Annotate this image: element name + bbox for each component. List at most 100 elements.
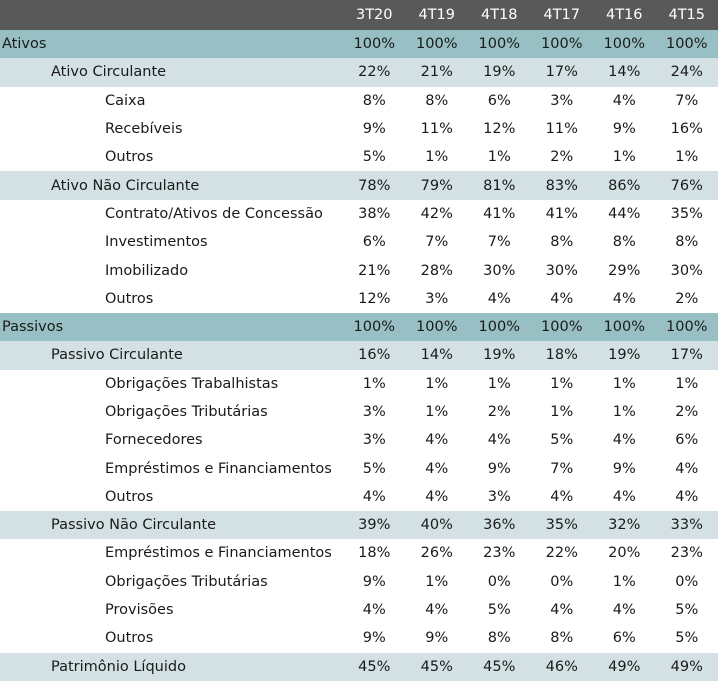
- row-value: 100%: [406, 313, 469, 341]
- row-value: 7%: [406, 228, 469, 256]
- row-value: 16%: [656, 115, 718, 143]
- row-value: 9%: [593, 454, 656, 482]
- row-value: 9%: [343, 115, 406, 143]
- row-value: 8%: [468, 624, 531, 652]
- row-value: 81%: [468, 171, 531, 199]
- row-value: 1%: [593, 370, 656, 398]
- row-value: 1%: [468, 370, 531, 398]
- header-period: 3T20: [343, 0, 406, 30]
- row-value: 8%: [406, 87, 469, 115]
- row-value: 14%: [406, 341, 469, 369]
- row-value: 16%: [343, 341, 406, 369]
- row-value: 14%: [593, 58, 656, 86]
- row-value: 1%: [406, 370, 469, 398]
- row-value: 19%: [593, 341, 656, 369]
- row-label: Passivo Não Circulante: [0, 511, 343, 539]
- row-label: Outros: [0, 483, 343, 511]
- row-value: 4%: [593, 285, 656, 313]
- row-value: 1%: [531, 398, 594, 426]
- row-label: Passivo Circulante: [0, 341, 343, 369]
- row-value: 1%: [656, 143, 718, 171]
- row-value: 0%: [531, 568, 594, 596]
- row-value: 3%: [531, 87, 594, 115]
- row-value: 30%: [468, 256, 531, 284]
- row-value: 9%: [343, 568, 406, 596]
- row-label: Obrigações Trabalhistas: [0, 370, 343, 398]
- row-value: 8%: [531, 228, 594, 256]
- row-value: 100%: [406, 30, 469, 58]
- row-value: 2%: [656, 398, 718, 426]
- row-label: Outros: [0, 624, 343, 652]
- row-value: 4%: [593, 596, 656, 624]
- row-value: 4%: [406, 483, 469, 511]
- row-value: 100%: [531, 30, 594, 58]
- header-period: 4T15: [656, 0, 718, 30]
- row-value: 5%: [531, 426, 594, 454]
- row-value: 5%: [468, 596, 531, 624]
- row-value: 2%: [468, 398, 531, 426]
- row-value: 22%: [531, 539, 594, 567]
- row-value: 100%: [656, 313, 718, 341]
- row-value: 29%: [593, 256, 656, 284]
- row-value: 49%: [656, 653, 718, 681]
- row-value: 1%: [593, 568, 656, 596]
- row-value: 1%: [343, 370, 406, 398]
- row-value: 21%: [406, 58, 469, 86]
- row-value: 21%: [343, 256, 406, 284]
- row-value: 4%: [593, 483, 656, 511]
- row-value: 1%: [593, 398, 656, 426]
- row-value: 8%: [593, 228, 656, 256]
- row-value: 30%: [531, 256, 594, 284]
- header-period: 4T19: [406, 0, 469, 30]
- row-value: 5%: [343, 454, 406, 482]
- row-value: 5%: [656, 624, 718, 652]
- row-label: Obrigações Tributárias: [0, 398, 343, 426]
- row-value: 3%: [406, 285, 469, 313]
- row-value: 4%: [593, 87, 656, 115]
- row-value: 18%: [531, 341, 594, 369]
- row-value: 78%: [343, 171, 406, 199]
- row-value: 12%: [343, 285, 406, 313]
- row-value: 0%: [468, 568, 531, 596]
- row-value: 4%: [406, 426, 469, 454]
- row-value: 6%: [468, 87, 531, 115]
- row-value: 38%: [343, 200, 406, 228]
- row-value: 100%: [593, 30, 656, 58]
- row-value: 17%: [531, 58, 594, 86]
- row-value: 0%: [656, 568, 718, 596]
- row-value: 6%: [593, 624, 656, 652]
- header-row: 3T20 4T19 4T18 4T17 4T16 4T15: [0, 0, 718, 30]
- row-value: 28%: [406, 256, 469, 284]
- row-value: 4%: [406, 596, 469, 624]
- row-label: Ativo Circulante: [0, 58, 343, 86]
- row-value: 100%: [531, 313, 594, 341]
- row-value: 1%: [593, 143, 656, 171]
- row-value: 1%: [406, 398, 469, 426]
- row-value: 4%: [531, 596, 594, 624]
- row-value: 45%: [343, 653, 406, 681]
- row-value: 100%: [468, 30, 531, 58]
- row-value: 3%: [468, 483, 531, 511]
- row-value: 86%: [593, 171, 656, 199]
- row-label: Ativos: [0, 30, 343, 58]
- row-label: Contrato/Ativos de Concessão: [0, 200, 343, 228]
- row-value: 45%: [406, 653, 469, 681]
- row-value: 2%: [531, 143, 594, 171]
- row-label: Recebíveis: [0, 115, 343, 143]
- row-value: 35%: [531, 511, 594, 539]
- row-value: 20%: [593, 539, 656, 567]
- row-value: 32%: [593, 511, 656, 539]
